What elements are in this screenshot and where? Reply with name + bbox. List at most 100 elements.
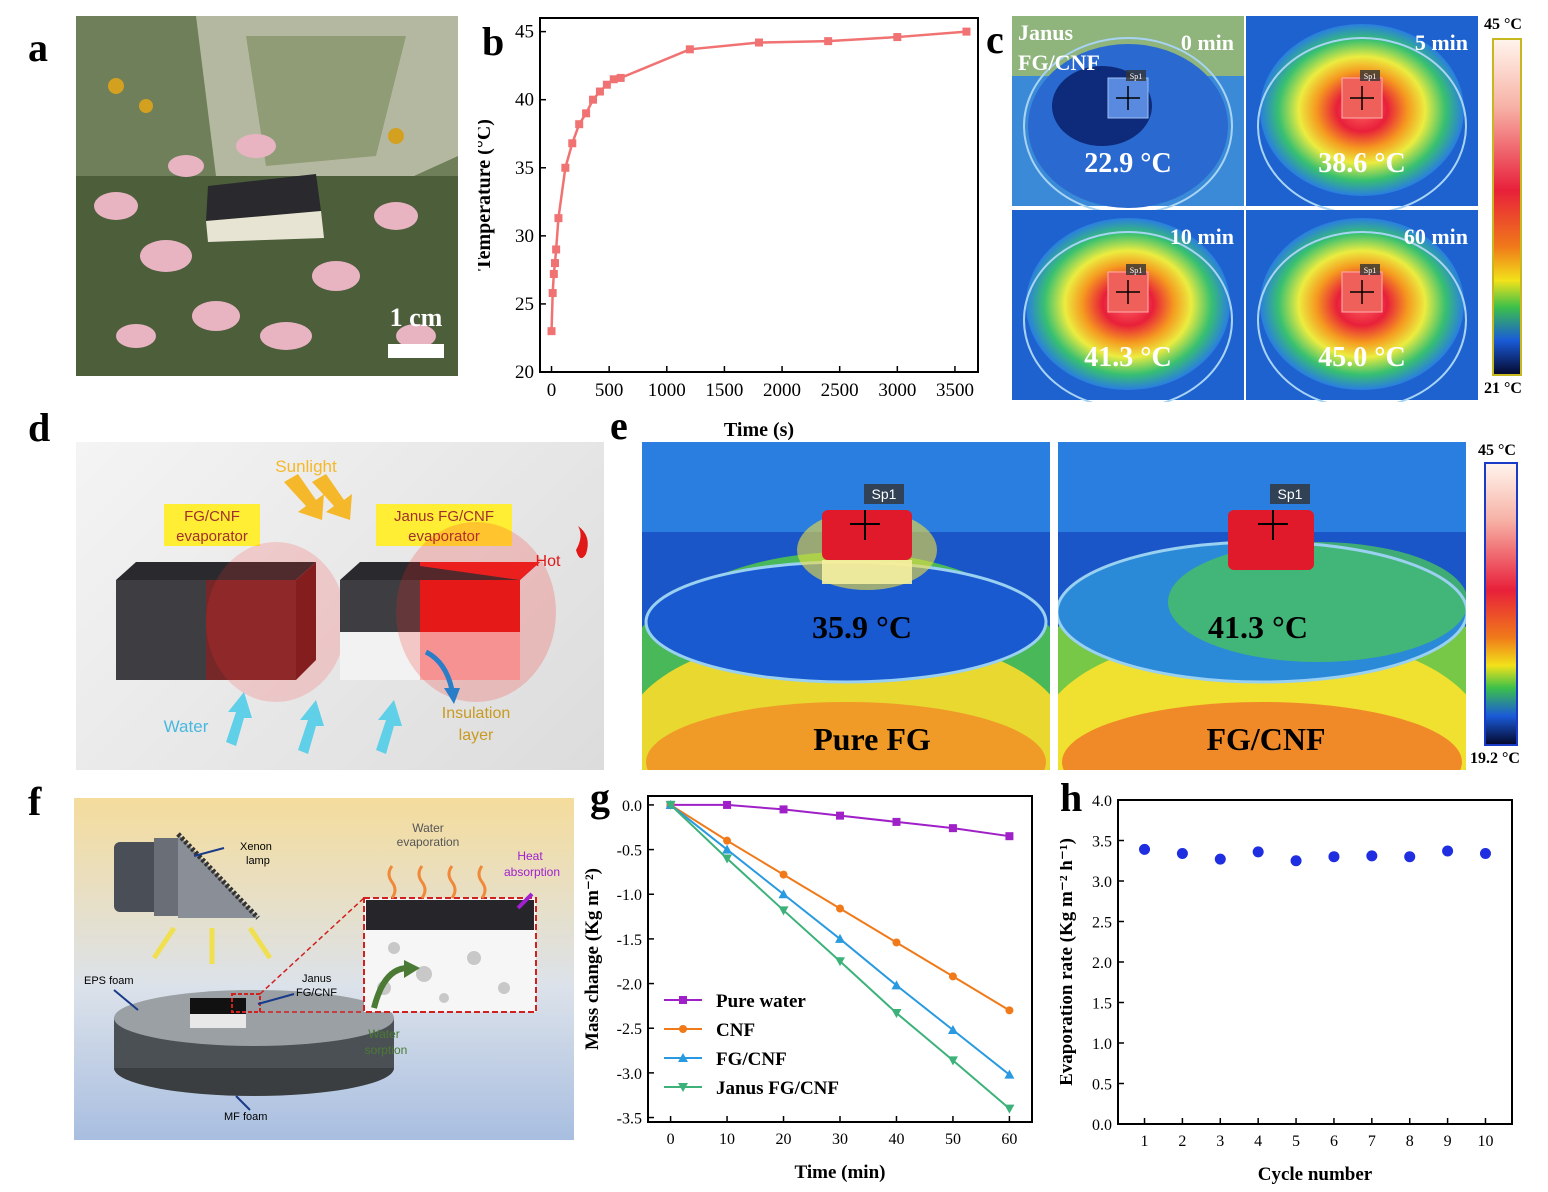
temperature-point bbox=[755, 38, 763, 47]
legend-label: Pure water bbox=[716, 991, 806, 1012]
frame-time-label: 60 min bbox=[1404, 224, 1468, 249]
data-point bbox=[836, 811, 844, 820]
frame-time-label: 0 min bbox=[1181, 30, 1234, 55]
thermal-frame: Sp1 60 min 45.0 °C bbox=[1246, 210, 1478, 402]
spot-label-left: Sp1 bbox=[872, 486, 897, 502]
thermal-frame: Sp1 10 min 41.3 °C bbox=[1012, 210, 1244, 402]
temperature-point bbox=[609, 75, 618, 84]
evaporation-rate-point bbox=[1176, 847, 1188, 859]
temperature-point bbox=[824, 37, 833, 46]
mf-label: MF foam bbox=[224, 1111, 267, 1123]
data-point bbox=[779, 870, 788, 879]
thermal-e-left: Sp1 35.9 °C Pure FG bbox=[642, 442, 1050, 770]
frame-temp-label: 38.6 °C bbox=[1318, 148, 1405, 179]
y-tick-label: -0.5 bbox=[617, 843, 642, 860]
x-tick-label: 0 bbox=[547, 380, 557, 401]
series-line-pure-water bbox=[670, 803, 1010, 838]
temperature-point bbox=[549, 269, 558, 278]
thermal-e-right: Sp1 41.3 °C FG/CNF bbox=[1058, 442, 1466, 770]
y-tick-label: 35 bbox=[515, 158, 534, 179]
temperature-point bbox=[893, 33, 902, 42]
x-tick-label: 1 bbox=[1141, 1133, 1149, 1150]
temperature-point bbox=[568, 139, 577, 148]
chart-b: 0 500 1000 1500 2000 2500 3000 3500 20 25 30 35 40 45… bbox=[478, 17, 979, 440]
panel-label-b: b bbox=[482, 19, 505, 64]
data-point bbox=[723, 800, 732, 809]
data-point bbox=[665, 800, 676, 810]
eps-label: EPS foam bbox=[84, 975, 134, 987]
temperature-point bbox=[582, 109, 591, 118]
x-tick-label: 3500 bbox=[936, 380, 974, 401]
evaporation-rate-point bbox=[1366, 850, 1378, 862]
temperature-point bbox=[550, 259, 559, 268]
colorbar-c-max: 45 °C bbox=[1484, 16, 1522, 33]
sunlight-label: Sunlight bbox=[275, 457, 337, 476]
sunlight-arrows bbox=[284, 474, 352, 520]
colorbar-c bbox=[1492, 38, 1522, 376]
x-tick-label: 1000 bbox=[648, 380, 686, 401]
panel-label-a: a bbox=[28, 25, 48, 70]
thermal-grid-c: Sp1 0 min 22.9 °C Sp1 5 min 38.6 °C Sp1 10 min 4… bbox=[1012, 16, 1480, 402]
spot-label: Sp1 bbox=[1130, 72, 1142, 81]
data-point bbox=[947, 1056, 958, 1066]
x-axis-label: Time (s) bbox=[724, 419, 794, 440]
water-label: Water bbox=[164, 717, 209, 736]
thermal-pure-fg: Sp1 35.9 °C Pure FG bbox=[642, 442, 1050, 770]
y-tick-label: 40 bbox=[515, 90, 534, 111]
x-tick-label: 50 bbox=[945, 1131, 961, 1148]
temp-label-right: 41.3 °C bbox=[1208, 609, 1308, 645]
thermal-frame: Sp1 0 min 22.9 °C bbox=[1012, 16, 1244, 215]
fg-cnf-block bbox=[116, 542, 346, 702]
thermal-frames: Sp1 0 min 22.9 °C Sp1 5 min 38.6 °C Sp1 10 min 4… bbox=[1012, 16, 1478, 402]
insulation-label: Insulation bbox=[442, 705, 511, 722]
y-tick-label: 0.5 bbox=[1092, 1077, 1112, 1094]
setup-schematic-f: Xenon lamp EPS foam Janus FG/CNF MF foam bbox=[74, 798, 574, 1140]
panel-label-c: c bbox=[986, 17, 1004, 62]
y-tick-label: 0.0 bbox=[1092, 1117, 1112, 1134]
colorbar-e bbox=[1484, 462, 1518, 746]
panel-label-f: f bbox=[28, 779, 42, 824]
x-tick-label: 500 bbox=[595, 380, 624, 401]
temperature-point bbox=[602, 80, 611, 89]
sample-label-janus: Janus bbox=[1018, 20, 1073, 45]
xenon-lamp bbox=[114, 832, 260, 920]
frame-temp-label: 41.3 °C bbox=[1084, 342, 1171, 373]
thermal-fg-cnf: Sp1 41.3 °C FG/CNF bbox=[1058, 442, 1466, 770]
x-tick-label: 40 bbox=[888, 1131, 904, 1148]
data-point bbox=[1004, 1104, 1015, 1114]
panel-label-e: e bbox=[610, 403, 628, 448]
y-tick-label: -3.0 bbox=[617, 1066, 642, 1083]
plot-frame bbox=[539, 17, 979, 373]
y-tick-label: -1.0 bbox=[617, 887, 642, 904]
frame-temp-label: 45.0 °C bbox=[1318, 342, 1405, 373]
temperature-point bbox=[616, 73, 625, 82]
absorption-label: absorption bbox=[504, 865, 560, 879]
water-arrows bbox=[226, 692, 402, 754]
evaporation-rate-point bbox=[1139, 843, 1151, 855]
scale-bar-label: 1 cm bbox=[390, 303, 443, 332]
y-tick-label: -2.0 bbox=[617, 977, 642, 994]
chart-g: 0 10 20 30 40 50 60 0.0 -0.5 -1.0 -1.5 -2.0 -2.5 -3.0… bbox=[584, 795, 1033, 1183]
y-tick-label: 4.0 bbox=[1092, 793, 1112, 810]
y-axis-label: Evaporation rate (Kg m⁻² h⁻¹) bbox=[1060, 838, 1077, 1086]
data-point bbox=[836, 904, 844, 913]
data-point bbox=[722, 854, 733, 864]
legend-marker bbox=[678, 1053, 688, 1062]
data-point bbox=[778, 889, 789, 899]
schematic-d: Sunlight FG/CNF evaporator Janus FG/CNF … bbox=[76, 442, 604, 770]
sorption-label: sorption bbox=[365, 1043, 408, 1057]
data-point bbox=[948, 972, 957, 981]
y-tick-label: -1.5 bbox=[617, 932, 642, 949]
thermal-frame: Sp1 5 min 38.6 °C bbox=[1246, 16, 1478, 215]
evaporation-rate-point bbox=[1290, 855, 1302, 867]
y-tick-label: 30 bbox=[515, 226, 534, 247]
y-tick-label: 1.0 bbox=[1092, 1036, 1112, 1053]
temperature-point bbox=[685, 45, 694, 54]
panel-label-g: g bbox=[590, 775, 610, 820]
evaporation-rate-point bbox=[1252, 846, 1264, 858]
flame-icon bbox=[576, 526, 588, 559]
fg-cnf-evaporator-label: evaporator bbox=[176, 528, 248, 545]
x-tick-label: 9 bbox=[1444, 1133, 1452, 1150]
x-tick-label: 1500 bbox=[705, 380, 743, 401]
evaporation-rate-point bbox=[1404, 851, 1416, 863]
